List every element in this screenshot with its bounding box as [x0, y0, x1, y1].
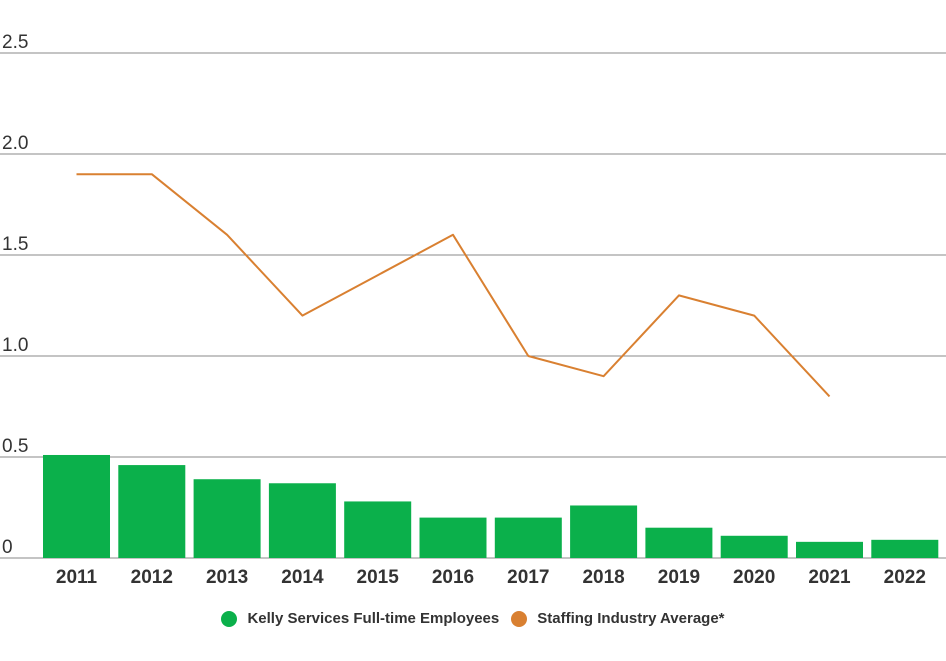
line-series [76, 173, 831, 398]
y-tick-label: 2.5 [2, 32, 28, 53]
x-tick-label: 2017 [507, 567, 549, 588]
x-tick-label: 2021 [808, 567, 851, 588]
bar-2016 [419, 517, 487, 558]
x-tick-label: 2020 [733, 567, 775, 588]
bar-2020 [720, 535, 788, 558]
bar-2011 [43, 454, 110, 558]
bar-2022 [871, 539, 939, 558]
y-axis-tick-labels: 0 0.5 1.0 1.5 2.0 2.5 [2, 32, 28, 558]
chart-area: 00.51.01.52.02.5 2011 2012 2013 2014 2015 201… [0, 32, 946, 588]
x-tick-label: 2016 [432, 567, 474, 588]
legend-swatch-kelly [221, 610, 238, 627]
y-tick-label: 1.5 [2, 234, 28, 255]
x-tick-label: 2019 [658, 567, 700, 588]
bar-2012 [118, 465, 186, 558]
legend-label-kelly: Kelly Services Full-time Employees [247, 610, 500, 627]
legend: Kelly Services Full-time Employees Staff… [0, 610, 946, 627]
x-tick-label: 2022 [884, 567, 926, 588]
x-tick-label: 2012 [131, 567, 173, 588]
legend-item-industry: Staffing Industry Average* [511, 610, 725, 627]
bar-series [43, 454, 939, 558]
y-tick-label: 1.0 [2, 335, 28, 356]
legend-swatch-industry [511, 610, 528, 627]
bar-2021 [796, 541, 863, 558]
bar-2013 [193, 479, 261, 558]
bar-2014 [268, 483, 336, 558]
gridlines [0, 52, 946, 559]
y-tick-label: 0 [2, 537, 13, 558]
y-tick-label: 2.0 [2, 133, 28, 154]
x-tick-label: 2013 [206, 567, 248, 588]
legend-label-industry: Staffing Industry Average* [537, 610, 725, 627]
x-tick-label: 2011 [56, 567, 98, 588]
legend-item-kelly: Kelly Services Full-time Employees [221, 610, 499, 627]
bar-2017 [494, 517, 562, 558]
bar-2019 [645, 527, 713, 558]
x-tick-label: 2018 [582, 567, 624, 588]
x-axis-tick-labels: 2011 2012 2013 2014 2015 2016 2017 2018 2019 2020… [56, 567, 926, 588]
x-tick-label: 2014 [281, 567, 324, 588]
y-tick-label: 0.5 [2, 436, 28, 457]
x-tick-label: 2015 [357, 567, 400, 588]
bar-2015 [344, 501, 412, 558]
industry-average-line [76, 173, 831, 398]
bar-2018 [570, 505, 638, 558]
